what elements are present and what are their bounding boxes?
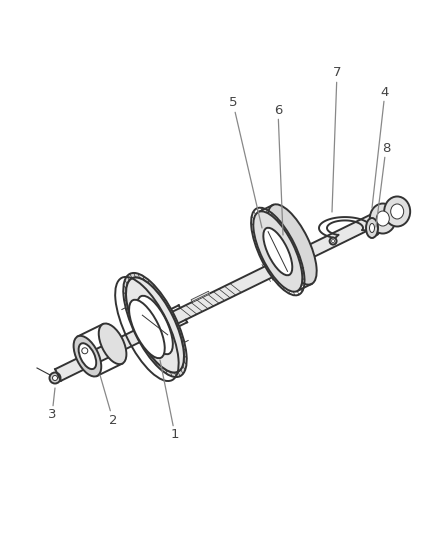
Ellipse shape: [370, 204, 396, 233]
Ellipse shape: [137, 296, 173, 354]
Ellipse shape: [253, 211, 302, 292]
Ellipse shape: [370, 223, 374, 232]
Circle shape: [82, 348, 88, 354]
Text: 8: 8: [376, 141, 390, 227]
Ellipse shape: [129, 300, 165, 358]
Ellipse shape: [384, 197, 410, 227]
Ellipse shape: [376, 211, 389, 226]
Ellipse shape: [126, 278, 184, 373]
Text: 2: 2: [100, 375, 117, 426]
Text: 7: 7: [332, 67, 341, 212]
Text: 6: 6: [274, 103, 283, 235]
Ellipse shape: [268, 204, 317, 285]
Ellipse shape: [126, 278, 184, 373]
Ellipse shape: [366, 218, 378, 238]
Ellipse shape: [123, 273, 187, 377]
Circle shape: [332, 239, 335, 243]
Circle shape: [372, 228, 379, 235]
Ellipse shape: [79, 343, 96, 369]
Ellipse shape: [99, 324, 127, 364]
Circle shape: [374, 230, 377, 233]
Text: 3: 3: [48, 388, 56, 422]
Text: 5: 5: [229, 96, 262, 228]
Circle shape: [161, 321, 166, 326]
Circle shape: [330, 238, 336, 245]
Circle shape: [53, 376, 57, 381]
Text: 1: 1: [160, 360, 179, 441]
Text: 4: 4: [372, 85, 389, 208]
Polygon shape: [191, 291, 209, 302]
Ellipse shape: [391, 204, 404, 219]
Ellipse shape: [74, 336, 101, 376]
Circle shape: [49, 373, 60, 384]
Ellipse shape: [263, 228, 292, 275]
